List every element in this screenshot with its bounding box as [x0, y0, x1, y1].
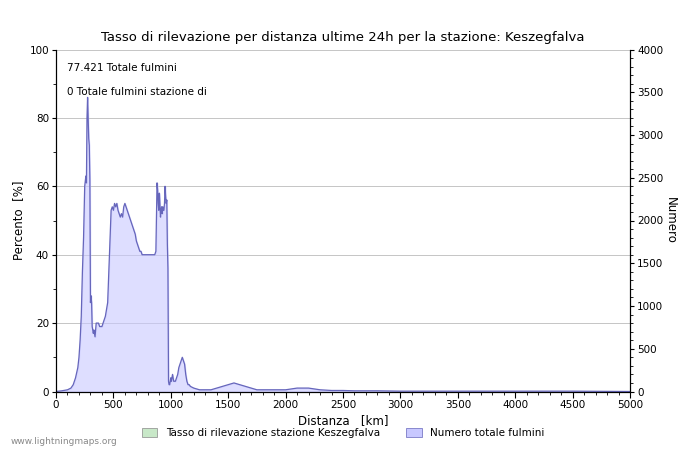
Text: 77.421 Totale fulmini: 77.421 Totale fulmini — [67, 63, 177, 73]
Y-axis label: Numero: Numero — [664, 197, 677, 244]
Text: www.lightningmaps.org: www.lightningmaps.org — [10, 437, 118, 446]
X-axis label: Distanza   [km]: Distanza [km] — [298, 414, 389, 427]
Y-axis label: Percento  [%]: Percento [%] — [13, 181, 25, 260]
Text: 0 Totale fulmini stazione di: 0 Totale fulmini stazione di — [67, 87, 207, 97]
Legend: Tasso di rilevazione stazione Keszegfalva, Numero totale fulmini: Tasso di rilevazione stazione Keszegfalv… — [138, 424, 548, 442]
Title: Tasso di rilevazione per distanza ultime 24h per la stazione: Keszegfalva: Tasso di rilevazione per distanza ultime… — [102, 31, 584, 44]
